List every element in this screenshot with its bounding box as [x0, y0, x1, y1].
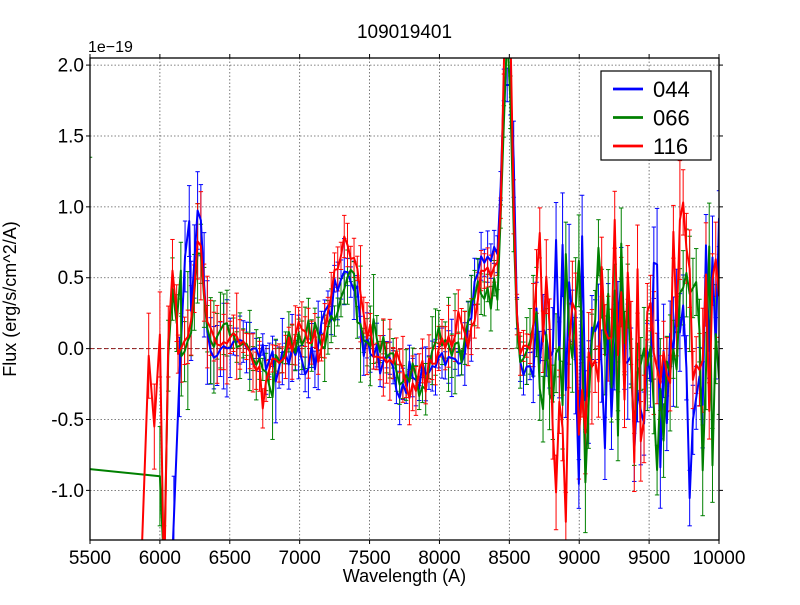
svg-text:9500: 9500 — [628, 548, 670, 569]
svg-text:Wavelength (A): Wavelength (A) — [343, 566, 466, 586]
svg-text:7000: 7000 — [279, 548, 321, 569]
svg-text:1e−19: 1e−19 — [88, 39, 133, 56]
svg-text:5500: 5500 — [69, 548, 111, 569]
svg-text:10000: 10000 — [693, 548, 746, 569]
svg-text:-0.5: -0.5 — [51, 410, 84, 431]
svg-text:8500: 8500 — [488, 548, 530, 569]
svg-text:1.5: 1.5 — [58, 126, 84, 147]
svg-text:6000: 6000 — [139, 548, 181, 569]
svg-text:0.0: 0.0 — [58, 339, 84, 360]
svg-text:2.0: 2.0 — [58, 56, 84, 77]
svg-text:9000: 9000 — [558, 548, 600, 569]
svg-text:116: 116 — [653, 134, 688, 159]
svg-text:066: 066 — [653, 106, 690, 131]
svg-text:044: 044 — [653, 77, 690, 102]
svg-text:6500: 6500 — [209, 548, 251, 569]
svg-text:109019401: 109019401 — [357, 22, 452, 43]
svg-text:Flux (erg/s/cm^2/A): Flux (erg/s/cm^2/A) — [0, 221, 20, 376]
svg-text:-1.0: -1.0 — [51, 481, 84, 502]
svg-text:0.5: 0.5 — [58, 268, 84, 289]
svg-text:1.0: 1.0 — [58, 197, 84, 218]
